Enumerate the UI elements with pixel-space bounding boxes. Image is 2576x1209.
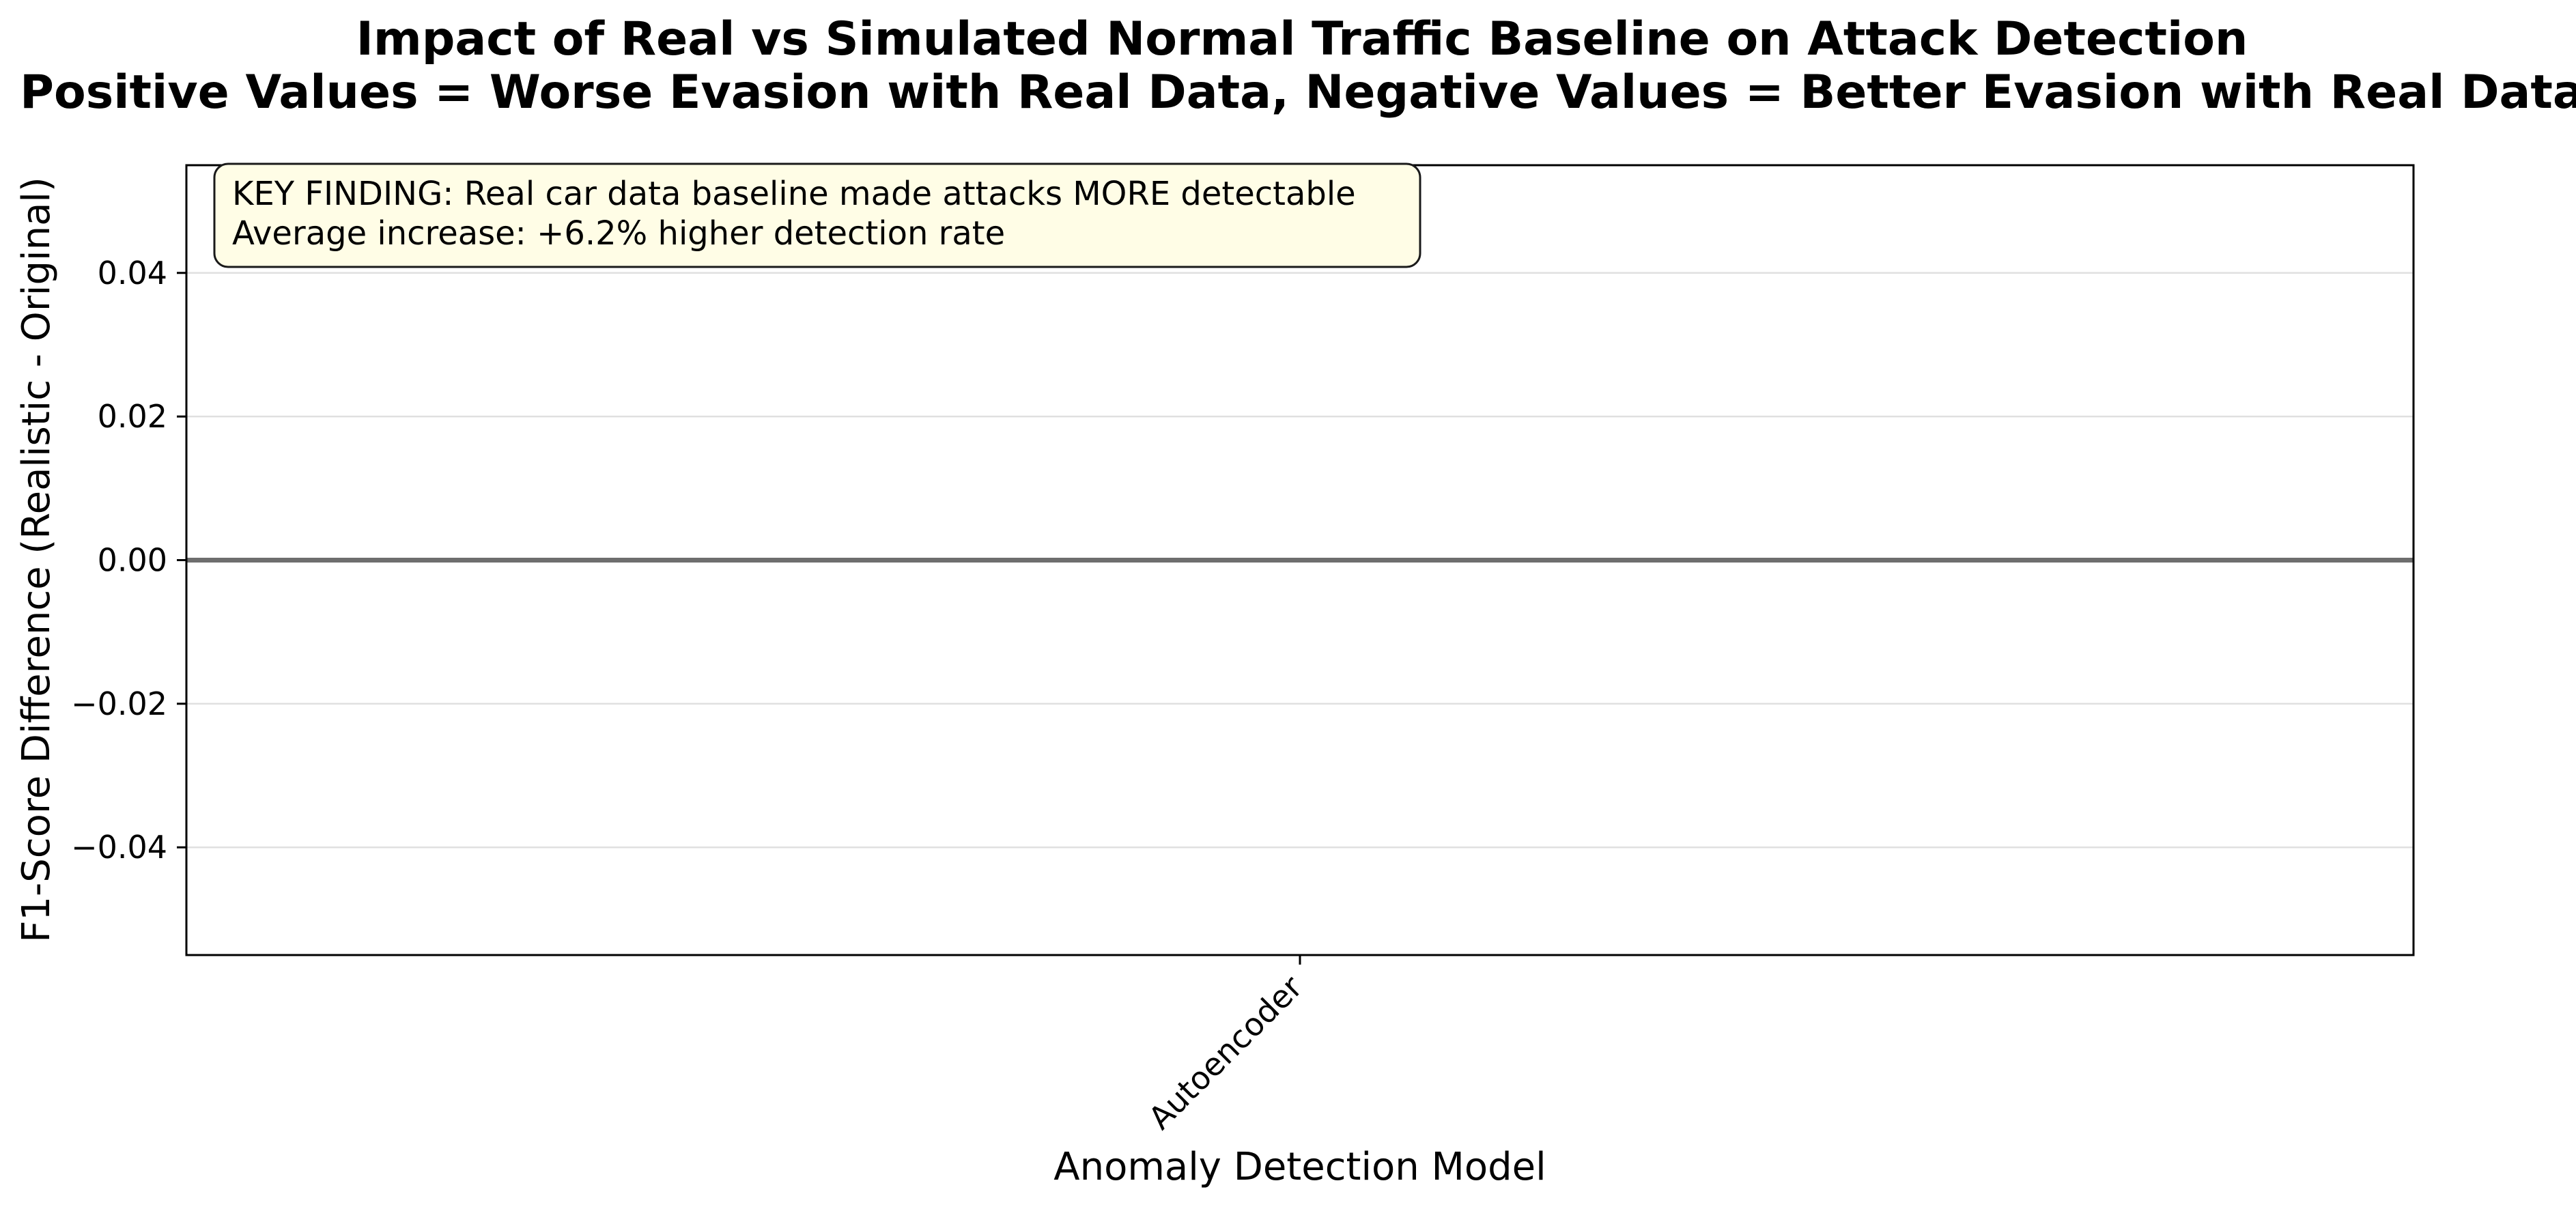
y-tick-label: 0.00 xyxy=(98,542,167,579)
x-axis-ticks: Autoencoder xyxy=(1142,955,1310,1137)
y-tick-label: 0.02 xyxy=(98,398,167,435)
chart-title: Impact of Real vs Simulated Normal Traff… xyxy=(356,12,2248,66)
chart-subtitle: Positive Values = Worse Evasion with Rea… xyxy=(20,66,2576,119)
annotation-box-background xyxy=(213,162,1421,268)
y-axis-label: F1-Score Difference (Realistic - Origina… xyxy=(14,177,59,943)
y-tick-label: −0.02 xyxy=(71,685,167,722)
y-tick-label: −0.04 xyxy=(71,829,167,866)
key-finding-annotation: KEY FINDING: Real car data baseline made… xyxy=(213,162,1421,268)
y-axis-ticks: 0.04 0.02 0.00 −0.02 −0.04 xyxy=(71,255,186,866)
x-axis-label: Anomaly Detection Model xyxy=(1053,1145,1546,1189)
annotation-line-2: Average increase: +6.2% higher detection… xyxy=(232,214,1005,253)
annotation-line-1: KEY FINDING: Real car data baseline made… xyxy=(232,175,1356,213)
y-tick-label: 0.04 xyxy=(98,255,167,291)
x-tick-label: Autoencoder xyxy=(1142,969,1310,1137)
